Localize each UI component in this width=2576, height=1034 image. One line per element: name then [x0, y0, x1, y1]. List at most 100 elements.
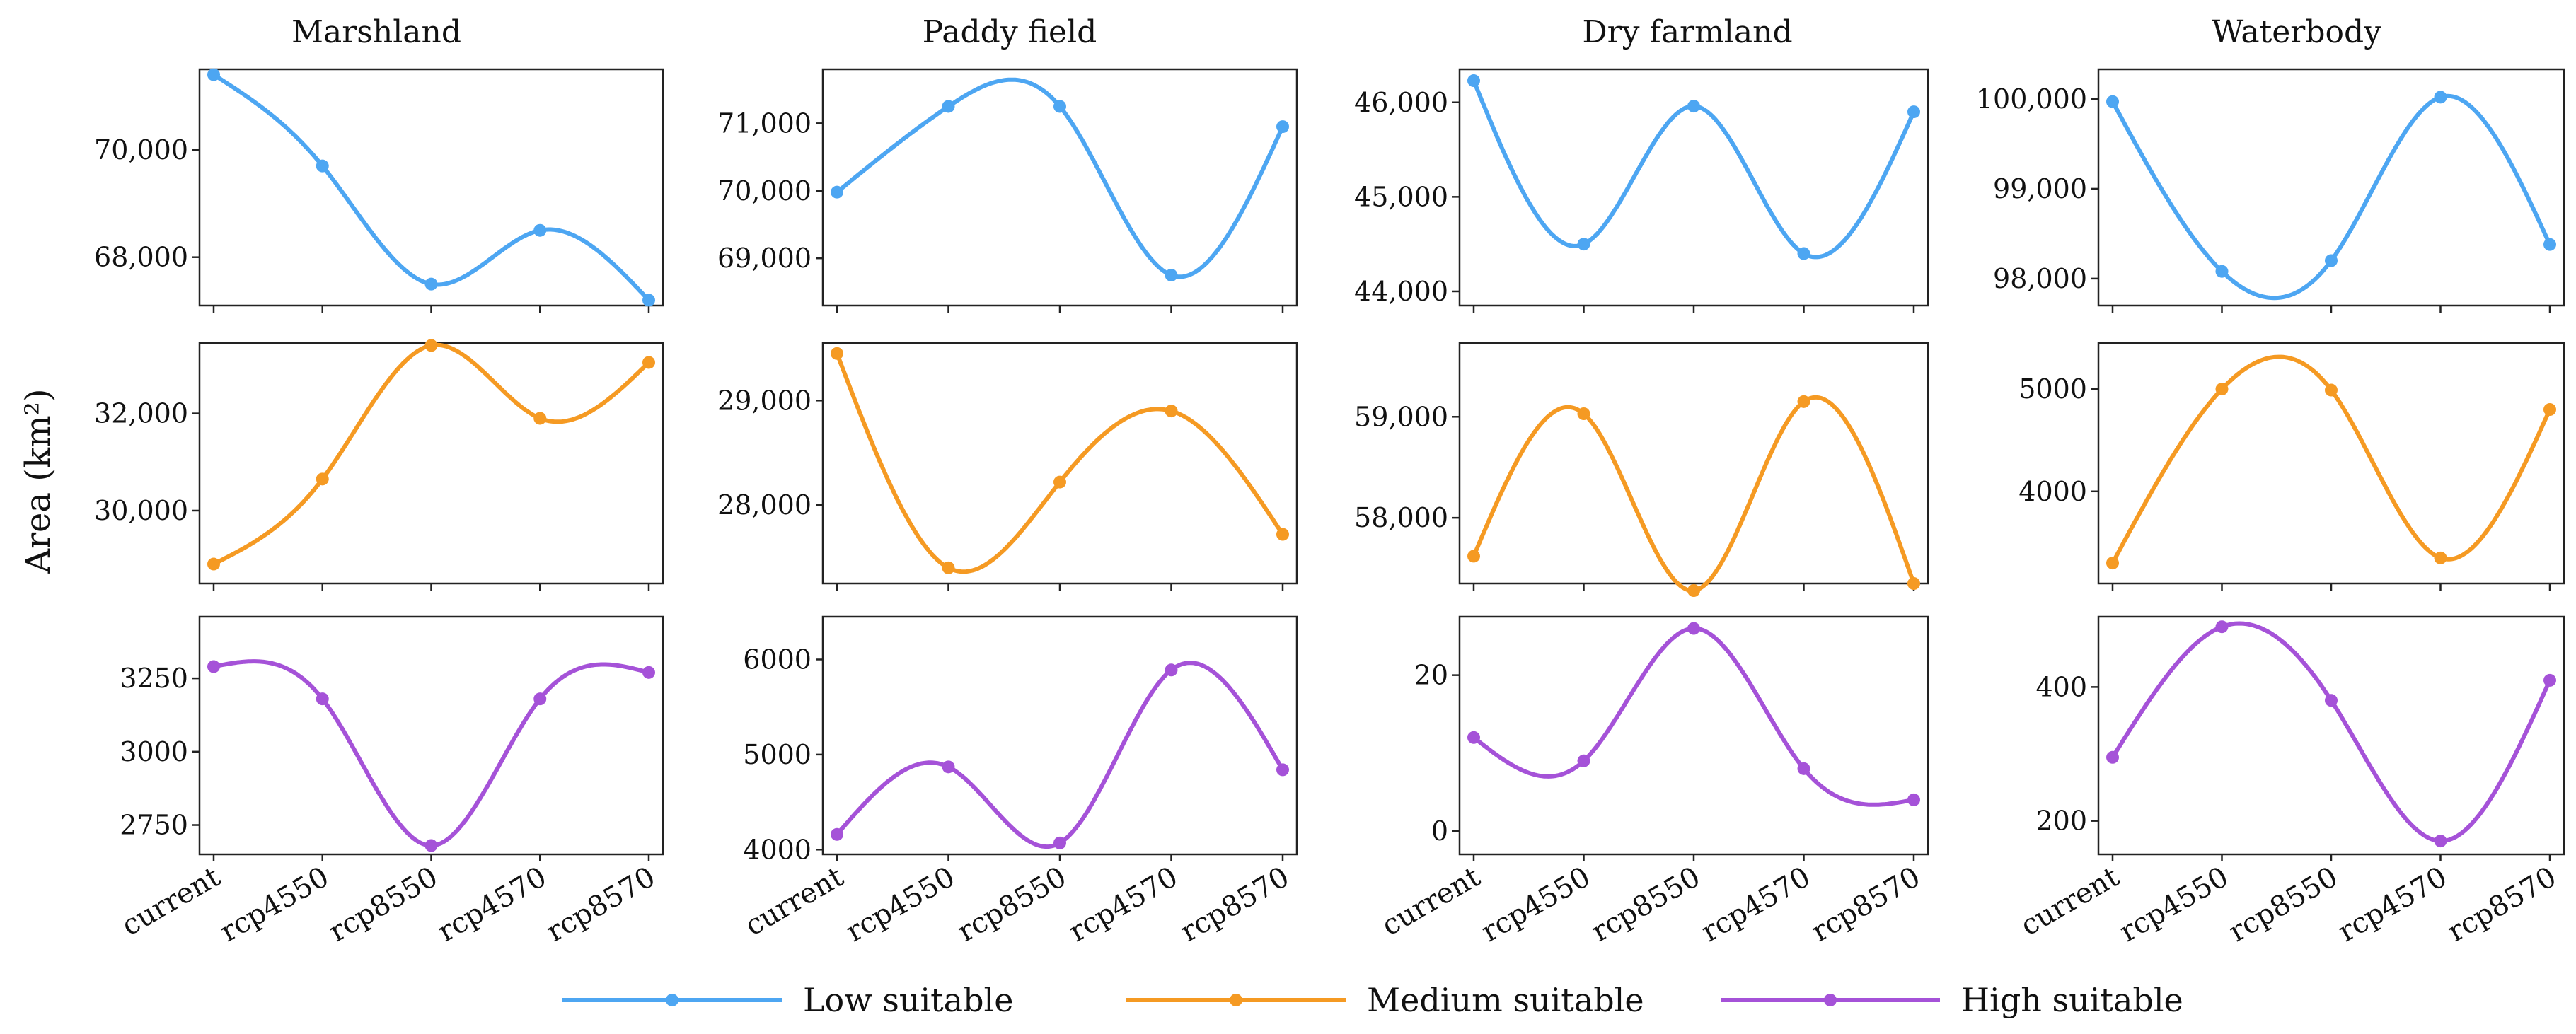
y-tick-label: 29,000	[717, 385, 812, 416]
legend-label-medium-suitable: Medium suitable	[1367, 981, 1644, 1019]
y-tick-label: 2750	[120, 810, 188, 841]
legend-marker-high-suitable	[1824, 994, 1837, 1006]
panel-marshland-low-suitable: 68,000 70,000	[94, 68, 664, 313]
legend-item-medium-suitable: Medium suitable	[1126, 981, 1644, 1019]
data-point	[2543, 238, 2556, 251]
data-point	[1467, 550, 1480, 563]
panel-frame	[1458, 615, 1929, 856]
y-tick-label: 28,000	[717, 489, 812, 521]
y-tick-label: 4000	[2018, 476, 2087, 507]
y-tick-label: 98,000	[1993, 263, 2087, 294]
legend: Low suitable Medium suitable High suitab…	[562, 981, 2183, 1019]
data-point	[1276, 120, 1289, 134]
data-point	[1687, 584, 1700, 597]
x-tick-label: rcp8570	[2442, 861, 2562, 948]
panel-marshland-high-suitable: 2750 3000 3250 currentrcp4550rcp8550rcp4570…	[116, 615, 664, 948]
x-tick-label: rcp8570	[1175, 861, 1295, 948]
y-tick-label: 99,000	[1993, 173, 2087, 204]
data-point	[424, 839, 438, 852]
data-point	[207, 660, 220, 673]
data-point	[424, 339, 438, 352]
y-tick-label: 3000	[120, 736, 188, 767]
data-point	[533, 692, 547, 706]
x-tick-label: current	[116, 861, 226, 943]
x-tick-label: rcp4550	[2114, 861, 2234, 948]
data-point	[1797, 247, 1810, 260]
data-point	[1797, 762, 1810, 775]
series-line	[1472, 626, 1914, 807]
data-point	[942, 561, 955, 574]
y-tick-label: 59,000	[1354, 401, 1448, 432]
panel-frame	[821, 615, 1298, 856]
panel-frame	[198, 342, 664, 585]
series-line	[213, 659, 649, 848]
data-point	[2325, 694, 2338, 707]
x-tick-label: rcp8550	[1586, 861, 1706, 948]
data-point	[1467, 731, 1480, 744]
y-tick-label: 5000	[743, 739, 812, 770]
data-point	[316, 472, 329, 486]
y-tick-label: 200	[2035, 806, 2087, 837]
y-tick-label: 0	[1431, 815, 1448, 847]
series-line	[835, 352, 1285, 574]
data-point	[2106, 95, 2119, 108]
data-point	[942, 100, 955, 113]
panel-dry-farmland-medium-suitable: 58,000 59,000	[1354, 342, 1929, 597]
data-point	[2434, 91, 2447, 104]
data-point	[1907, 793, 1920, 806]
y-tick-label: 69,000	[717, 243, 812, 274]
panel-frame	[198, 615, 664, 856]
data-point	[831, 347, 843, 360]
y-axis-label: Area (km²)	[18, 388, 58, 574]
data-point	[2325, 383, 2338, 397]
data-point	[1165, 663, 1178, 677]
data-point	[642, 294, 655, 307]
data-point	[207, 68, 220, 81]
y-tick-label: 45,000	[1354, 181, 1448, 212]
x-tick-label: rcp8570	[1806, 861, 1926, 948]
legend-marker-low-suitable	[666, 994, 678, 1006]
data-point	[1687, 622, 1700, 635]
data-point	[1577, 754, 1590, 767]
panel-waterbody-medium-suitable: 4000 5000	[2018, 342, 2565, 591]
data-point	[1053, 475, 1066, 489]
panel-dry-farmland-low-suitable: 44,000 45,000 46,000	[1354, 68, 1929, 313]
data-point	[2106, 750, 2119, 764]
data-point	[533, 223, 547, 237]
y-tick-label: 32,000	[94, 398, 188, 429]
data-point	[2215, 620, 2229, 634]
column-title-dry-farmland: Dry farmland	[1582, 14, 1792, 50]
data-point	[1053, 836, 1066, 849]
y-tick-label: 100,000	[1976, 83, 2087, 115]
column-title-waterbody: Waterbody	[2212, 14, 2381, 50]
x-tick-label: rcp4550	[214, 861, 334, 948]
y-tick-label: 58,000	[1354, 502, 1448, 533]
series-line	[2110, 621, 2552, 844]
data-point	[1165, 269, 1178, 282]
data-point	[1907, 105, 1920, 119]
panel-paddy-field-low-suitable: 69,000 70,000 71,000	[717, 68, 1298, 313]
data-point	[1276, 763, 1289, 777]
y-tick-label: 70,000	[94, 134, 188, 165]
panel-paddy-field-high-suitable: 4000 5000 6000 currentrcp4550rcp8550rcp4570…	[739, 615, 1298, 948]
data-point	[831, 185, 843, 199]
y-tick-label: 4000	[743, 834, 812, 865]
data-point	[942, 760, 955, 774]
series-line	[1472, 395, 1916, 593]
y-tick-label: 20	[1414, 660, 1448, 691]
data-point	[2106, 557, 2119, 570]
column-title-marshland: Marshland	[291, 14, 461, 50]
x-tick-label: rcp8570	[541, 861, 661, 948]
data-point	[1577, 407, 1590, 420]
y-tick-label: 44,000	[1354, 276, 1448, 307]
series-line	[212, 342, 651, 567]
data-point	[1467, 74, 1480, 88]
data-point	[316, 692, 329, 706]
panel-frame	[198, 68, 664, 307]
x-tick-label: rcp4570	[432, 861, 552, 948]
panel-frame	[2097, 615, 2565, 856]
series-line	[2110, 93, 2552, 301]
y-tick-label: 5000	[2018, 373, 2087, 405]
x-tick-label: rcp4570	[1696, 861, 1815, 948]
